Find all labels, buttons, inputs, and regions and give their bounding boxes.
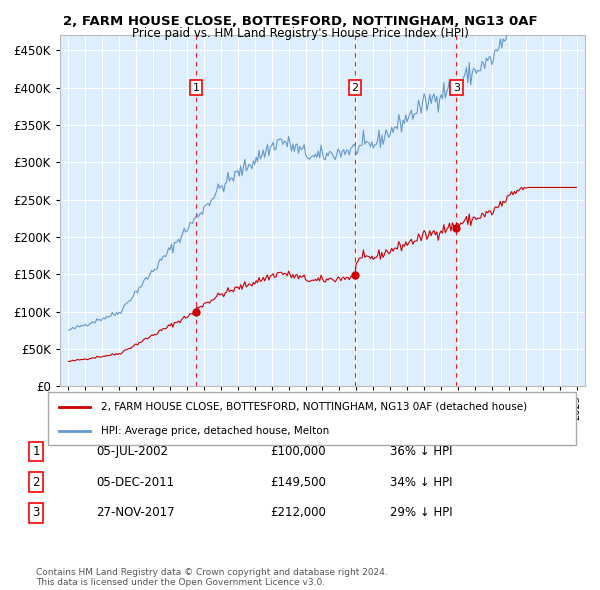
Text: 2: 2	[352, 83, 359, 93]
Text: HPI: Average price, detached house, Melton: HPI: Average price, detached house, Melt…	[101, 425, 329, 435]
Text: 3: 3	[453, 83, 460, 93]
Text: Contains HM Land Registry data © Crown copyright and database right 2024.
This d: Contains HM Land Registry data © Crown c…	[36, 568, 388, 587]
Text: £212,000: £212,000	[270, 506, 326, 519]
Text: Price paid vs. HM Land Registry's House Price Index (HPI): Price paid vs. HM Land Registry's House …	[131, 27, 469, 40]
Text: 34% ↓ HPI: 34% ↓ HPI	[390, 476, 452, 489]
Text: 1: 1	[193, 83, 200, 93]
Text: 2, FARM HOUSE CLOSE, BOTTESFORD, NOTTINGHAM, NG13 0AF (detached house): 2, FARM HOUSE CLOSE, BOTTESFORD, NOTTING…	[101, 402, 527, 412]
Text: 29% ↓ HPI: 29% ↓ HPI	[390, 506, 452, 519]
Text: £100,000: £100,000	[270, 445, 326, 458]
Text: 2, FARM HOUSE CLOSE, BOTTESFORD, NOTTINGHAM, NG13 0AF: 2, FARM HOUSE CLOSE, BOTTESFORD, NOTTING…	[62, 15, 538, 28]
FancyBboxPatch shape	[48, 392, 576, 445]
Text: £149,500: £149,500	[270, 476, 326, 489]
Text: 05-DEC-2011: 05-DEC-2011	[96, 476, 174, 489]
Text: 2: 2	[32, 476, 40, 489]
Text: 36% ↓ HPI: 36% ↓ HPI	[390, 445, 452, 458]
Text: 05-JUL-2002: 05-JUL-2002	[96, 445, 168, 458]
Text: 3: 3	[32, 506, 40, 519]
Text: 1: 1	[32, 445, 40, 458]
Text: 27-NOV-2017: 27-NOV-2017	[96, 506, 175, 519]
